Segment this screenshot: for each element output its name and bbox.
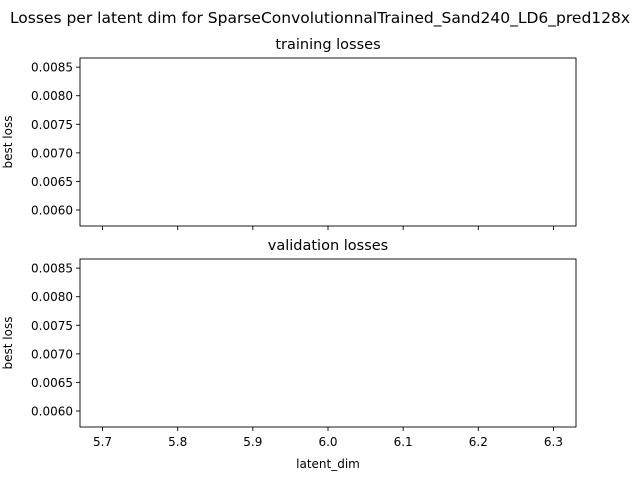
plot-frame [79, 258, 577, 428]
y-tick-label: 0.0065 [31, 376, 73, 390]
y-tick-label: 0.0060 [31, 405, 73, 419]
x-tick-label: 5.8 [168, 435, 187, 449]
y-axis-label: best loss [1, 317, 15, 370]
x-tick-label: 6.0 [318, 435, 337, 449]
y-axis-label: best loss [1, 116, 15, 169]
y-tick-label: 0.0085 [31, 262, 73, 276]
y-tick-label: 0.0080 [31, 89, 73, 103]
axes-title: validation losses [268, 238, 388, 254]
plot-frame [79, 57, 577, 227]
figure-suptitle: Losses per latent dim for SparseConvolut… [10, 9, 630, 28]
y-tick-label: 0.0070 [31, 146, 73, 160]
x-tick-label: 6.1 [394, 435, 413, 449]
x-axis-label: latent_dim [296, 457, 360, 471]
x-tick-label: 6.3 [544, 435, 563, 449]
x-tick-label: 6.2 [469, 435, 488, 449]
axes-1: training losses 0.0060 0.0065 0.0070 0.0075 0… [1, 37, 577, 230]
y-tick-label: 0.0075 [31, 319, 73, 333]
axes-2: validation losses 0.0060 0.0065 0.0070 0.007… [1, 238, 577, 471]
y-tick-label: 0.0060 [31, 204, 73, 218]
y-tick-label: 0.0065 [31, 175, 73, 189]
axes-container: training losses 0.0060 0.0065 0.0070 0.0075 0… [1, 37, 577, 471]
y-tick-label: 0.0080 [31, 290, 73, 304]
y-tick-label: 0.0075 [31, 118, 73, 132]
x-tick-label: 5.7 [93, 435, 112, 449]
y-tick-label: 0.0085 [31, 61, 73, 75]
y-tick-label: 0.0070 [31, 347, 73, 361]
x-tick-label: 5.9 [243, 435, 262, 449]
axes-title: training losses [275, 37, 380, 53]
